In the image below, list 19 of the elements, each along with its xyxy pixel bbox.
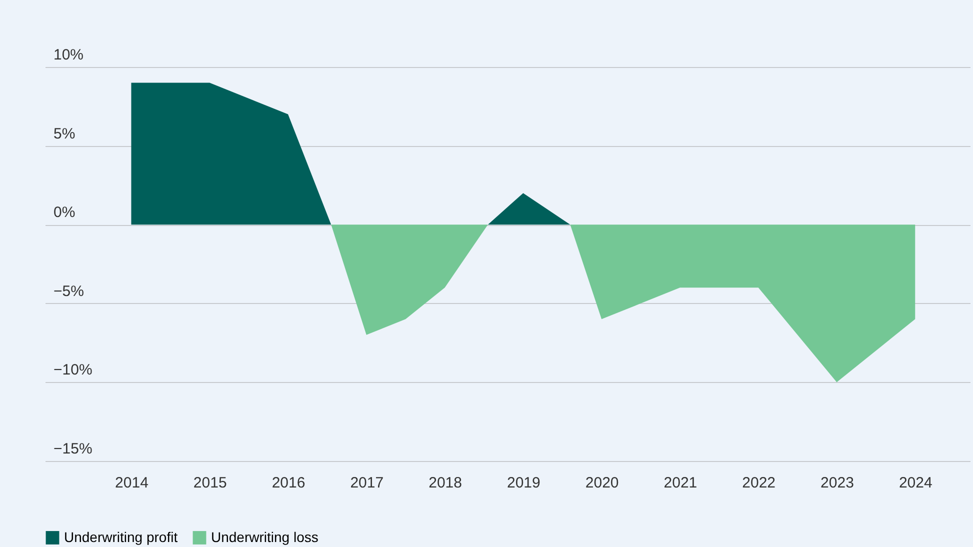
y-tick-label: 5% (54, 125, 76, 142)
y-tick-label: 0% (54, 204, 76, 222)
y-tick-label: −10% (54, 362, 92, 379)
x-tick-label: 2022 (742, 474, 776, 492)
x-tick-label: 2016 (272, 474, 306, 492)
x-tick-label: 2018 (428, 474, 462, 492)
x-tick-label: 2020 (585, 474, 619, 492)
x-tick-label: 2014 (115, 474, 148, 492)
x-tick-label: 2015 (193, 474, 227, 492)
x-tick-label: 2023 (820, 474, 854, 492)
x-tick-label: 2019 (506, 474, 540, 492)
y-tick-label: −15% (54, 440, 92, 458)
legend-label: Underwriting loss (211, 528, 318, 545)
y-tick-label: 10% (54, 46, 84, 64)
legend-label: Underwriting profit (64, 528, 178, 545)
x-tick-label: 2017 (350, 474, 384, 492)
y-tick-label: −5% (54, 282, 84, 300)
x-tick-label: 2021 (664, 474, 698, 492)
x-tick-label: 2024 (898, 474, 932, 492)
